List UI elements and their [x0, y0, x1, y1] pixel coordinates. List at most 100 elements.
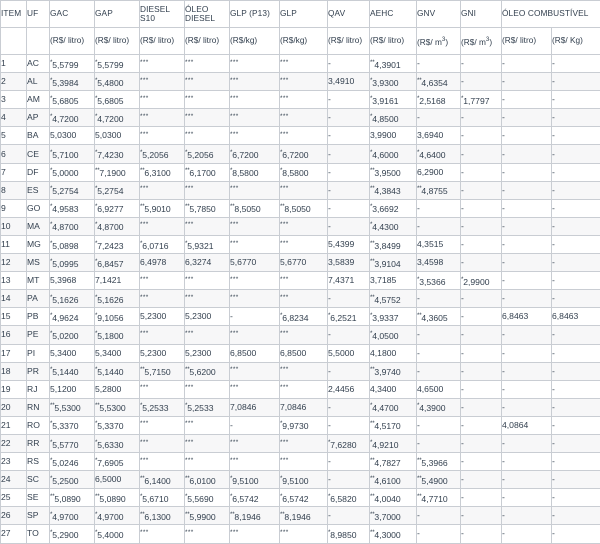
cell-item: 15: [1, 308, 27, 326]
cell-oc_litro: -: [502, 181, 552, 199]
cell-qav: 3,5839: [328, 254, 370, 272]
value-empty: -: [502, 221, 505, 231]
value-text: 6,9277: [97, 204, 123, 214]
value-marker: ***: [185, 294, 194, 301]
value-text: SC: [27, 474, 39, 484]
value-text: 12: [1, 257, 11, 267]
value-text: 5,1440: [52, 367, 78, 377]
value-empty: -: [461, 167, 464, 177]
value-marker: ***: [280, 59, 289, 66]
value-text: 6,7200: [232, 150, 258, 160]
value-empty: -: [461, 257, 464, 267]
cell-item: 21: [1, 416, 27, 434]
cell-gap: 5,0300: [95, 127, 140, 145]
cell-gni: -: [461, 254, 502, 272]
value-marker: ***: [140, 420, 149, 427]
cell-gnv: **4,6354: [417, 73, 461, 91]
cell-item: 14: [1, 290, 27, 308]
value-empty: -: [461, 510, 464, 520]
value-text: 13: [1, 275, 11, 285]
cell-gni: *1,7797: [461, 91, 502, 109]
cell-gnv: -: [417, 525, 461, 543]
value-text: 9,9730: [282, 421, 308, 431]
cell-oc_kg: -: [552, 254, 600, 272]
cell-gac: **5,5300: [50, 398, 95, 416]
value-marker: ***: [140, 294, 149, 301]
cell-diesel_s10: 5,2300: [140, 308, 185, 326]
value-empty: -: [461, 348, 464, 358]
value-marker: ***: [140, 276, 149, 283]
cell-oc_kg: -: [552, 163, 600, 181]
value-marker: ***: [230, 240, 239, 247]
value-text: 3,4598: [417, 257, 443, 267]
cell-gap: 7,1421: [95, 272, 140, 290]
cell-aehc: *3,6692: [370, 199, 417, 217]
cell-oleo_diesel: ***: [185, 290, 230, 308]
value-text: 5,3984: [52, 78, 78, 88]
cell-gac: *5,0995: [50, 254, 95, 272]
value-marker: ***: [230, 59, 239, 66]
value-text: 5,0890: [99, 494, 125, 504]
value-text: PA: [27, 293, 38, 303]
value-empty: -: [417, 329, 420, 339]
cell-glp_p13: ***: [230, 525, 280, 543]
value-text: 6,2521: [330, 313, 356, 323]
value-empty: -: [461, 293, 464, 303]
cell-glp_p13: ***: [230, 272, 280, 290]
cell-uf: AC: [27, 55, 50, 73]
value-text: 6,8500: [280, 348, 306, 358]
value-text: 5,6805: [97, 96, 123, 106]
cell-qav: -: [328, 217, 370, 235]
value-marker: ***: [280, 330, 289, 337]
cell-gni: -: [461, 344, 502, 362]
column-header-glp_p13: GLP (P13): [230, 1, 280, 28]
cell-qav: *6,2521: [328, 308, 370, 326]
cell-glp: 6,8500: [280, 344, 328, 362]
value-marker: ***: [280, 384, 289, 391]
value-text: 5,2533: [142, 403, 168, 413]
cell-gni: -: [461, 362, 502, 380]
cell-glp: *6,5742: [280, 489, 328, 507]
value-text: 17: [1, 348, 11, 358]
cell-oc_kg: 6,8463: [552, 308, 600, 326]
cell-oc_kg: -: [552, 471, 600, 489]
cell-gap: *6,9277: [95, 199, 140, 217]
cell-gnv: -: [417, 109, 461, 127]
value-text: 11: [1, 239, 10, 249]
cell-glp_p13: -: [230, 308, 280, 326]
cell-gnv: *4,6400: [417, 145, 461, 163]
cell-uf: AP: [27, 109, 50, 127]
cell-glp: ***: [280, 217, 328, 235]
column-unit-gap: (R$/ litro): [95, 28, 140, 55]
value-text: 5,1440: [97, 367, 123, 377]
value-empty: -: [461, 76, 464, 86]
cell-gac: *4,9700: [50, 507, 95, 525]
cell-oc_litro: -: [502, 398, 552, 416]
value-text: 10: [1, 221, 11, 231]
value-marker: ***: [230, 113, 239, 120]
value-empty: -: [461, 58, 464, 68]
value-empty: -: [328, 329, 331, 339]
value-empty: -: [461, 438, 464, 448]
cell-oleo_diesel: 6,3274: [185, 254, 230, 272]
value-text: 7: [1, 167, 6, 177]
cell-diesel_s10: ***: [140, 434, 185, 452]
cell-diesel_s10: 6,4978: [140, 254, 185, 272]
value-marker: ***: [185, 113, 194, 120]
cell-glp_p13: **8,1946: [230, 507, 280, 525]
cell-aehc: **4,3000: [370, 525, 417, 543]
value-marker: ***: [185, 276, 194, 283]
value-marker: ***: [185, 221, 194, 228]
value-text: GO: [27, 203, 40, 213]
cell-uf: PE: [27, 326, 50, 344]
value-empty: -: [552, 528, 555, 538]
value-empty: -: [417, 420, 420, 430]
value-text: 4,9700: [52, 512, 78, 522]
value-marker: ***: [280, 294, 289, 301]
value-text: 15: [1, 311, 11, 321]
value-text: 6,1400: [144, 476, 170, 486]
value-text: 5,0000: [52, 168, 78, 178]
value-text: 4,9700: [97, 512, 123, 522]
